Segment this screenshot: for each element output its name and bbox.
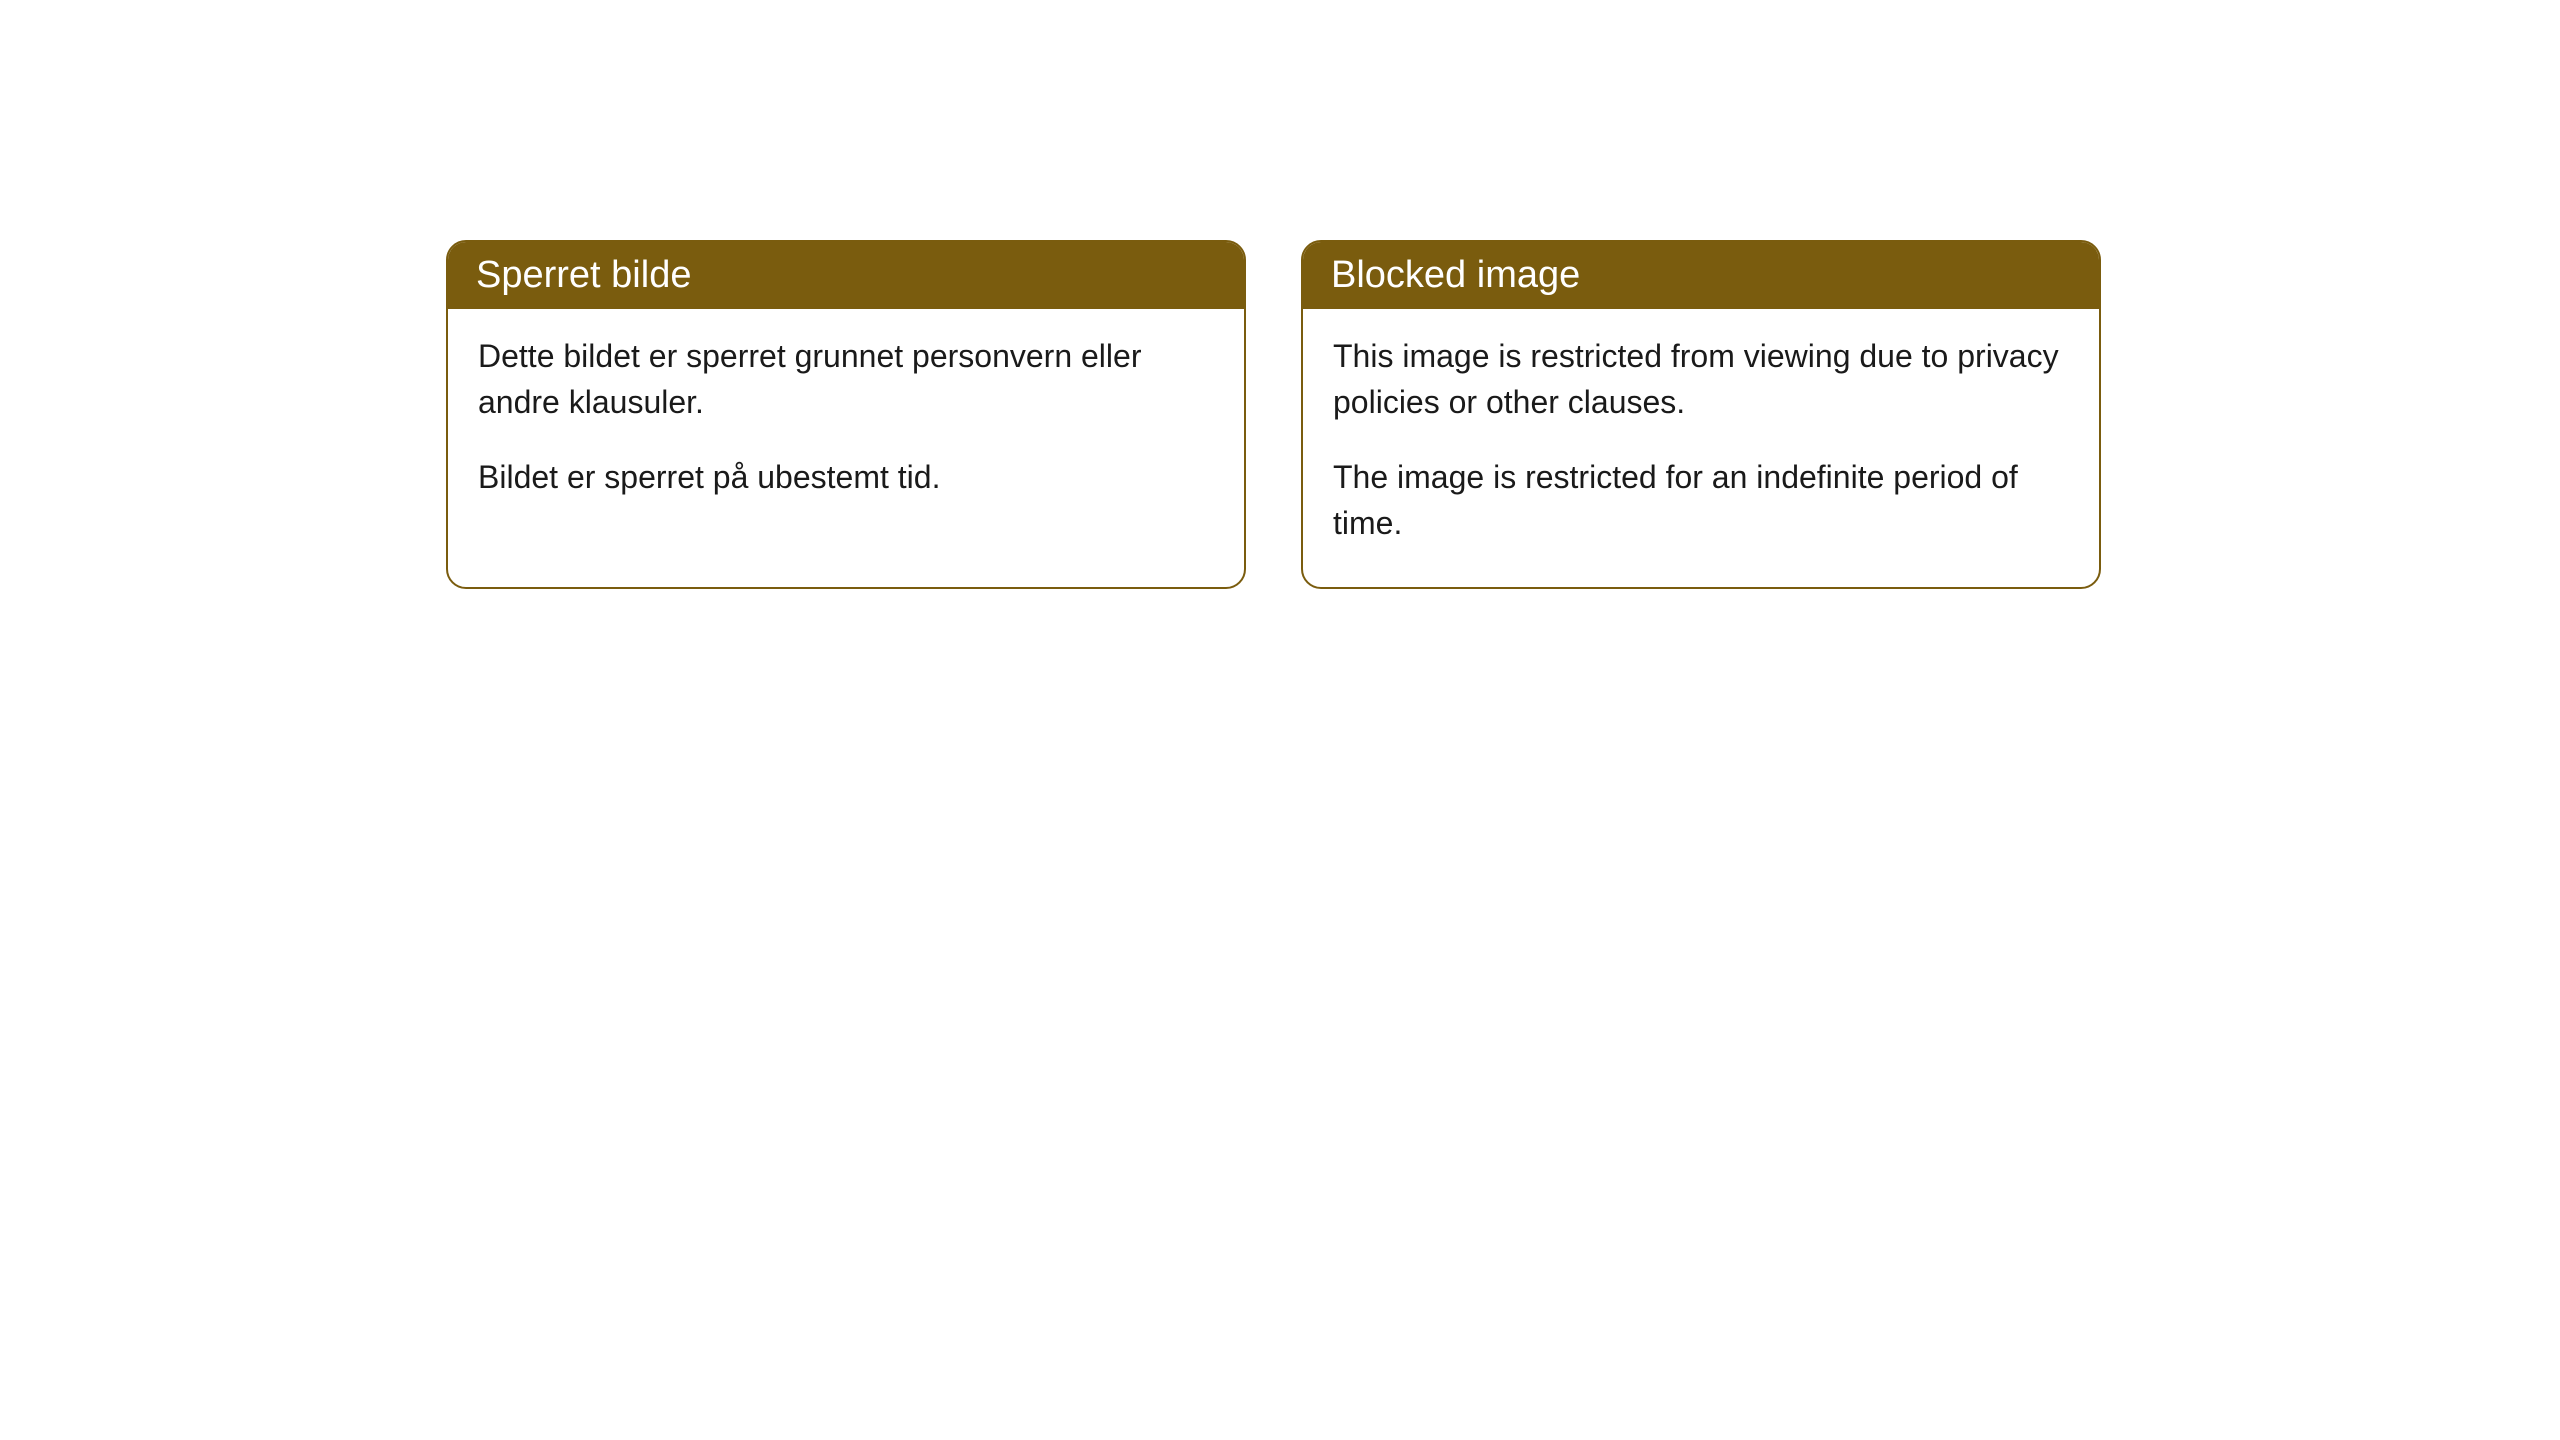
notice-paragraph-1: Dette bildet er sperret grunnet personve… xyxy=(478,333,1214,426)
card-title: Blocked image xyxy=(1331,254,1580,296)
notice-paragraph-1: This image is restricted from viewing du… xyxy=(1333,333,2069,426)
notice-card-norwegian: Sperret bilde Dette bildet er sperret gr… xyxy=(446,240,1246,589)
card-body: This image is restricted from viewing du… xyxy=(1303,309,2099,587)
card-header: Sperret bilde xyxy=(448,242,1244,309)
card-header: Blocked image xyxy=(1303,242,2099,309)
notice-card-english: Blocked image This image is restricted f… xyxy=(1301,240,2101,589)
notice-paragraph-2: Bildet er sperret på ubestemt tid. xyxy=(478,454,1214,500)
card-title: Sperret bilde xyxy=(476,254,691,296)
card-body: Dette bildet er sperret grunnet personve… xyxy=(448,309,1244,540)
notice-cards-container: Sperret bilde Dette bildet er sperret gr… xyxy=(446,240,2101,589)
notice-paragraph-2: The image is restricted for an indefinit… xyxy=(1333,454,2069,547)
